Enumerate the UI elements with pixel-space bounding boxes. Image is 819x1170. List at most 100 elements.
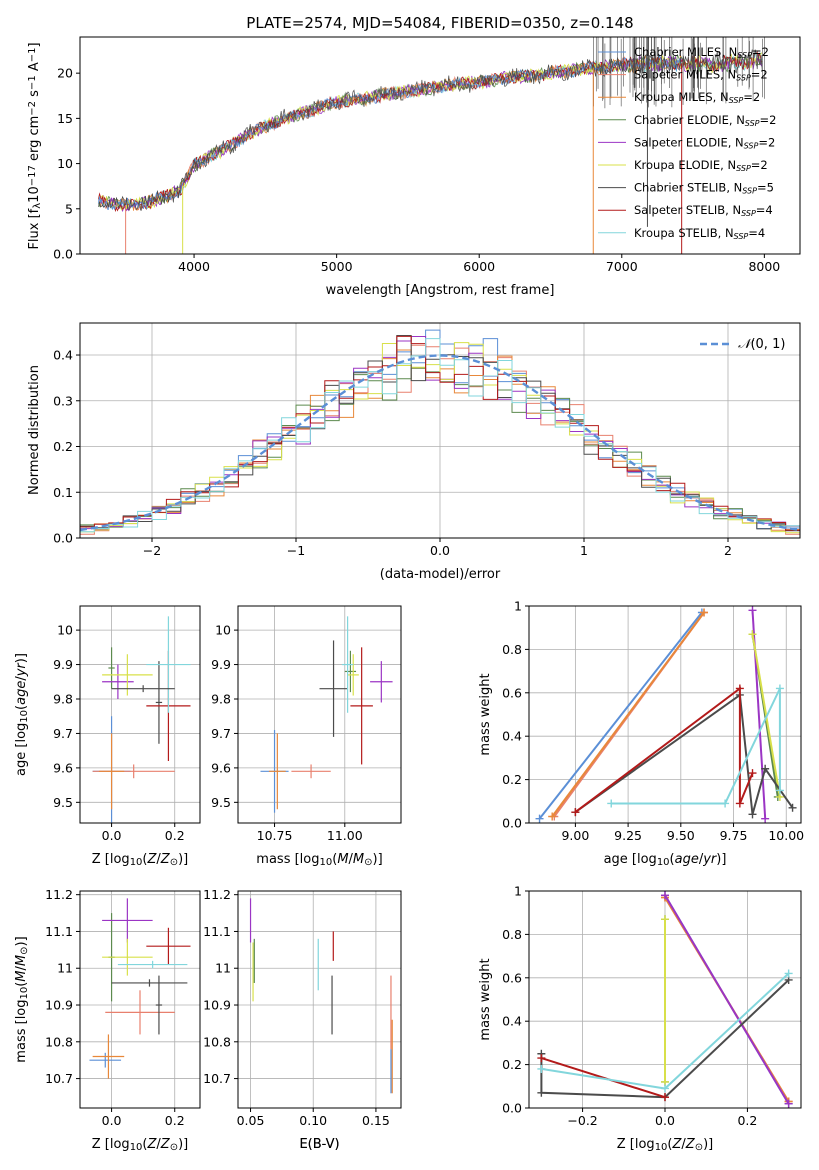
errorbar-point [370, 661, 393, 703]
data-point-marker [748, 769, 757, 778]
x-axis-label: Z [log10(Z/Z⊙)] [92, 852, 189, 868]
y-tick-label: 0.8 [502, 927, 522, 942]
data-point-marker [537, 1054, 546, 1063]
y-tick-label: 1 [514, 599, 522, 614]
data-point-marker [661, 1084, 669, 1093]
x-axis-label: Z [log10(Z/Z⊙)] [92, 1137, 189, 1153]
y-axis-label: mass weight [478, 673, 493, 755]
data-point-marker [775, 786, 784, 795]
histogram-salpeter-stelib [80, 335, 800, 531]
mass_vs_Z-marks [89, 898, 191, 1079]
x-axis-label: Z [log10(Z/Z⊙)] [617, 1137, 714, 1153]
data-point-marker [607, 799, 616, 808]
y-axis-label: mass [log10(M/M⊙)] [14, 936, 30, 1062]
y-tick-label: 0.6 [502, 685, 522, 700]
data-point-marker [661, 1093, 669, 1102]
series-salpeter-stelib [537, 1054, 669, 1102]
weight_vs_Z-frame: −0.2 0.0 0.2 0.0 0.2 0.4 0.6 0.8 1 [502, 884, 802, 1128]
data-point-marker [537, 1064, 546, 1073]
x-tick-label: 0.0 [102, 828, 122, 843]
histogram-kroupa-stelib [80, 338, 800, 535]
errorbar-point [319, 640, 348, 737]
errorbar-point [111, 979, 188, 987]
series-line [540, 979, 790, 1099]
x-tick-label: 10.00 [768, 828, 804, 843]
data-point-marker [661, 891, 669, 900]
legend-entry: Kroupa MILES, NSSP=2 [634, 90, 760, 105]
y-tick-label: 0.2 [502, 772, 522, 787]
spectrum-legend: Chabrier MILES, NSSP=2 Salpeter MILES, NS… [598, 45, 776, 241]
weight_vs_age-marks [535, 606, 797, 823]
data-point-marker [735, 684, 744, 693]
chart-title: PLATE=2574, MJD=54084, FIBERID=0350, z=0… [246, 14, 633, 32]
data-point-marker [535, 814, 544, 823]
y-tick-label: 11 [215, 961, 231, 976]
y-tick-label: 10 [57, 156, 73, 171]
errorbar-point [102, 664, 134, 699]
errorbar-point [350, 647, 373, 765]
y-tick-label: 1 [514, 884, 522, 899]
x-tick-label: 8000 [748, 259, 780, 274]
x-tick-label: 0.0 [430, 543, 450, 558]
data-point-marker [748, 630, 757, 639]
y-tick-label: 10.7 [203, 1071, 231, 1086]
errorbar-point [98, 733, 125, 810]
data-point-marker [748, 810, 757, 819]
y-tick-label: 9.7 [211, 726, 231, 741]
errorbar-point [146, 616, 191, 713]
x-tick-label: 0.2 [165, 828, 185, 843]
x-tick-label: 0.10 [299, 1113, 327, 1128]
y-tick-label: 9.9 [211, 657, 231, 672]
data-point-marker [548, 812, 557, 821]
y-tick-label: 10 [215, 623, 231, 638]
age_vs_mass-marks [260, 616, 393, 813]
y-tick-label: 5 [65, 201, 73, 216]
x-axis-label: wavelength [Angstrom, rest frame] [326, 283, 555, 298]
y-tick-label: 9.7 [53, 726, 73, 741]
age_vs_Z-axes [80, 606, 200, 823]
y-tick-label: 9.8 [211, 692, 231, 707]
legend-entry: Kroupa STELIB, NSSP=4 [634, 226, 765, 241]
axes-frame [79, 36, 801, 255]
axes-frame [79, 605, 201, 824]
age_vs_mass-plot-area [238, 606, 401, 823]
y-tick-label: 10.9 [45, 998, 73, 1013]
y-tick-label: 20 [57, 66, 73, 81]
errorbar-point [344, 650, 357, 693]
x-tick-label: 0.0 [102, 1113, 122, 1128]
y-tick-label: 9.5 [53, 795, 73, 810]
age_vs_mass-frame: 10.75 11.00 9.5 9.6 9.7 9.8 9.9 10 [211, 605, 402, 843]
x-tick-label: 9.25 [614, 828, 642, 843]
series-kroupa-stelib [607, 684, 784, 808]
x-tick-label: 1 [580, 543, 588, 558]
legend-entry: Chabrier MILES, NSSP=2 [634, 45, 769, 60]
y-tick-label: 10.8 [45, 1034, 73, 1049]
data-point-marker [784, 1099, 793, 1108]
mass_vs_EBV-frame: 0.05 0.10 0.15 10.7 10.8 10.9 11 11.1 11.2 [203, 887, 402, 1128]
y-tick-label: 0.2 [53, 439, 73, 454]
normal-reference-curve [80, 354, 798, 532]
legend-entry: Salpeter MILES, NSSP=2 [634, 68, 768, 83]
age_vs_Z-frame: 0.0 0.2 9.5 9.6 9.7 9.8 9.9 10 [53, 605, 201, 843]
legend-entry: Salpeter STELIB, NSSP=4 [634, 203, 773, 218]
y-axis-label: age [log10(age/yr)] [14, 653, 30, 776]
x-tick-label: 6000 [463, 259, 495, 274]
errorbar-point [102, 898, 153, 943]
x-tick-label: 9.75 [720, 828, 748, 843]
data-point-marker [537, 1088, 546, 1097]
x-axis-label: E(B-V) [299, 1137, 339, 1152]
legend-entry: Chabrier ELODIE, NSSP=2 [634, 113, 776, 128]
errorbar-point [105, 990, 175, 1035]
residuals-frame: −2 −1 0.0 1 2 0.0 0.1 0.2 0.3 0.4 [53, 322, 801, 558]
series-kroupa-stelib [537, 969, 793, 1093]
y-tick-label: 0.0 [502, 816, 522, 831]
y-tick-label: 0.6 [502, 970, 522, 985]
weight_vs_age-plot-area [529, 606, 801, 823]
data-point-marker [784, 969, 793, 978]
data-point-marker [661, 915, 669, 924]
x-tick-label: 10.75 [257, 828, 293, 843]
x-tick-label: 4000 [178, 259, 210, 274]
y-tick-label: 10 [57, 623, 73, 638]
data-point-marker [748, 606, 757, 615]
